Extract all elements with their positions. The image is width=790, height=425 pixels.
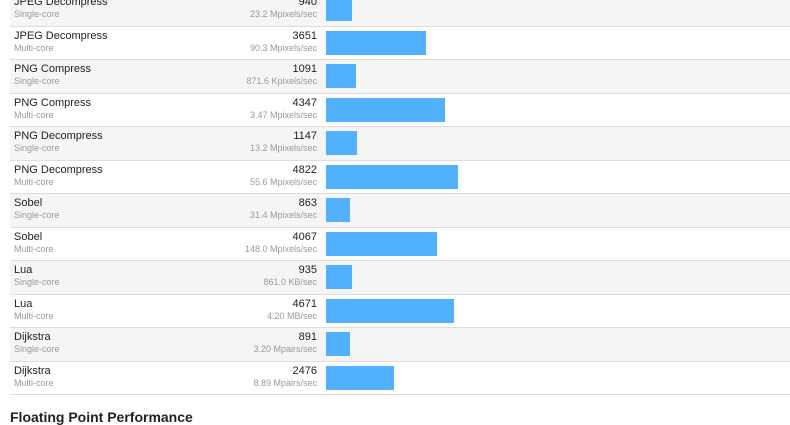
core-mode: Multi-core — [14, 176, 54, 187]
benchmark-table: JPEG Decompress Single-core 940 23.2 Mpixel… — [10, 0, 790, 400]
core-mode: Single-core — [14, 9, 60, 19]
score: 4067 — [292, 230, 317, 243]
table-row: PNG Decompress Multi-core 4822 55.6 Mpixels… — [10, 161, 790, 194]
test-name: JPEG Decompress — [14, 29, 108, 42]
table-row: Dijkstra Multi-core 2476 8.89 Mpairs/sec — [10, 362, 790, 395]
core-mode: Single-core — [14, 76, 60, 86]
test-name: PNG Compress — [14, 63, 92, 75]
score-bar — [326, 0, 352, 21]
score-bar — [326, 30, 426, 55]
test-name: PNG Decompress — [14, 130, 103, 142]
table-row: Sobel Single-core 863 31.4 Mpixels/sec — [10, 194, 790, 228]
test-name: Lua — [14, 297, 33, 310]
score: 891 — [298, 331, 317, 343]
table-row: Sobel Multi-core 4067 148.0 Mpixels/sec — [10, 228, 790, 261]
core-mode: Single-core — [14, 143, 60, 153]
test-name: Sobel — [14, 197, 43, 209]
table-row: PNG Compress Single-core 1091 871.6 Kpixels… — [10, 60, 790, 94]
core-mode: Multi-core — [14, 109, 54, 120]
table-row: JPEG Decompress Single-core 940 23.2 Mpixel… — [10, 0, 790, 27]
table-row: Dijkstra Single-core 891 3.20 Mpairs/sec — [10, 328, 790, 362]
score: 1147 — [293, 130, 317, 142]
rate: 871.6 Kpixels/sec — [246, 76, 317, 86]
test-name: Dijkstra — [14, 364, 51, 377]
score-bar — [326, 97, 445, 122]
table-row: Lua Multi-core 4671 4.20 MB/sec — [10, 295, 790, 328]
rate: 3.47 Mpixels/sec — [249, 109, 317, 120]
rate: 4.20 MB/sec — [266, 310, 317, 321]
score: 4671 — [292, 297, 317, 310]
score-bar — [326, 298, 454, 323]
test-name: Lua — [14, 264, 33, 276]
table-row: PNG Decompress Single-core 1147 13.2 Mpixel… — [10, 127, 790, 161]
rate: 861.0 KB/sec — [263, 277, 317, 287]
score: 863 — [298, 197, 317, 209]
rate: 55.6 Mpixels/sec — [249, 176, 317, 187]
test-name: JPEG Decompress — [14, 0, 108, 8]
score-bar — [326, 365, 394, 390]
core-mode: Multi-core — [14, 42, 54, 53]
core-mode: Multi-core — [14, 377, 54, 388]
rate: 23.2 Mpixels/sec — [249, 9, 317, 19]
rate: 3.20 Mpairs/sec — [253, 344, 317, 354]
core-mode: Single-core — [14, 344, 60, 354]
rate: 90.3 Mpixels/sec — [249, 42, 317, 53]
score-bar — [326, 332, 351, 356]
table-row: JPEG Decompress Multi-core 3651 90.3 Mpixel… — [10, 27, 790, 60]
rate: 8.89 Mpairs/sec — [253, 377, 317, 388]
rate: 13.2 Mpixels/sec — [249, 143, 317, 153]
test-name: Dijkstra — [14, 331, 51, 343]
score-bar — [326, 131, 358, 155]
score: 1091 — [292, 63, 317, 75]
score: 4347 — [292, 96, 317, 109]
test-name: Sobel — [14, 230, 43, 243]
core-mode: Multi-core — [14, 243, 54, 254]
score: 940 — [298, 0, 317, 8]
rate: 148.0 Mpixels/sec — [244, 243, 317, 254]
test-name: PNG Decompress — [14, 163, 103, 176]
score-bar — [326, 164, 458, 189]
score: 4822 — [292, 163, 317, 176]
score: 2476 — [292, 364, 317, 377]
score-bar — [326, 198, 350, 222]
table-row: Lua Single-core 935 861.0 KB/sec — [10, 261, 790, 295]
core-mode: Multi-core — [14, 310, 54, 321]
rate: 31.4 Mpixels/sec — [249, 210, 317, 220]
test-name: PNG Compress — [14, 96, 92, 109]
score-bar — [326, 265, 352, 289]
score: 935 — [298, 264, 317, 276]
score-bar — [326, 231, 438, 256]
core-mode: Single-core — [14, 210, 60, 220]
core-mode: Single-core — [14, 277, 60, 287]
score: 3651 — [292, 29, 317, 42]
score-bar — [326, 64, 356, 88]
table-row: PNG Compress Multi-core 4347 3.47 Mpixels/s… — [10, 94, 790, 127]
section-heading: Floating Point Performance — [10, 409, 193, 425]
